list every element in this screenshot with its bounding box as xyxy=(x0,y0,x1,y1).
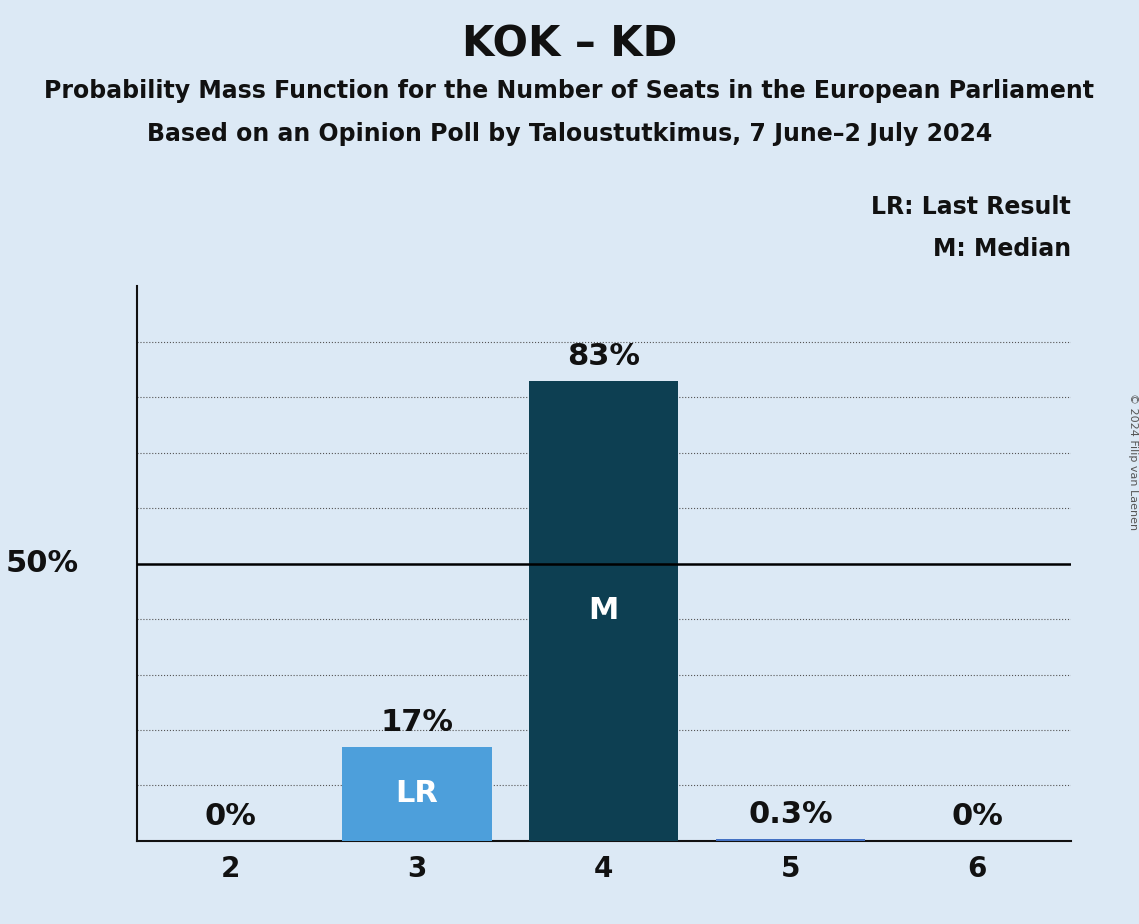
Text: 0%: 0% xyxy=(951,802,1003,831)
Text: LR: LR xyxy=(395,779,439,808)
Text: LR: Last Result: LR: Last Result xyxy=(871,195,1071,219)
Bar xyxy=(342,747,492,841)
Text: Based on an Opinion Poll by Taloustutkimus, 7 June–2 July 2024: Based on an Opinion Poll by Taloustutkim… xyxy=(147,122,992,146)
Text: M: Median: M: Median xyxy=(933,237,1071,261)
Text: Probability Mass Function for the Number of Seats in the European Parliament: Probability Mass Function for the Number… xyxy=(44,79,1095,103)
Bar xyxy=(528,381,679,841)
Text: M: M xyxy=(589,596,618,626)
Text: 0.3%: 0.3% xyxy=(748,800,833,829)
Bar xyxy=(715,839,866,841)
Text: 83%: 83% xyxy=(567,342,640,371)
Text: © 2024 Filip van Laenen: © 2024 Filip van Laenen xyxy=(1129,394,1138,530)
Text: 50%: 50% xyxy=(6,549,79,578)
Text: 0%: 0% xyxy=(204,802,256,831)
Text: KOK – KD: KOK – KD xyxy=(462,23,677,65)
Text: 17%: 17% xyxy=(380,708,453,736)
